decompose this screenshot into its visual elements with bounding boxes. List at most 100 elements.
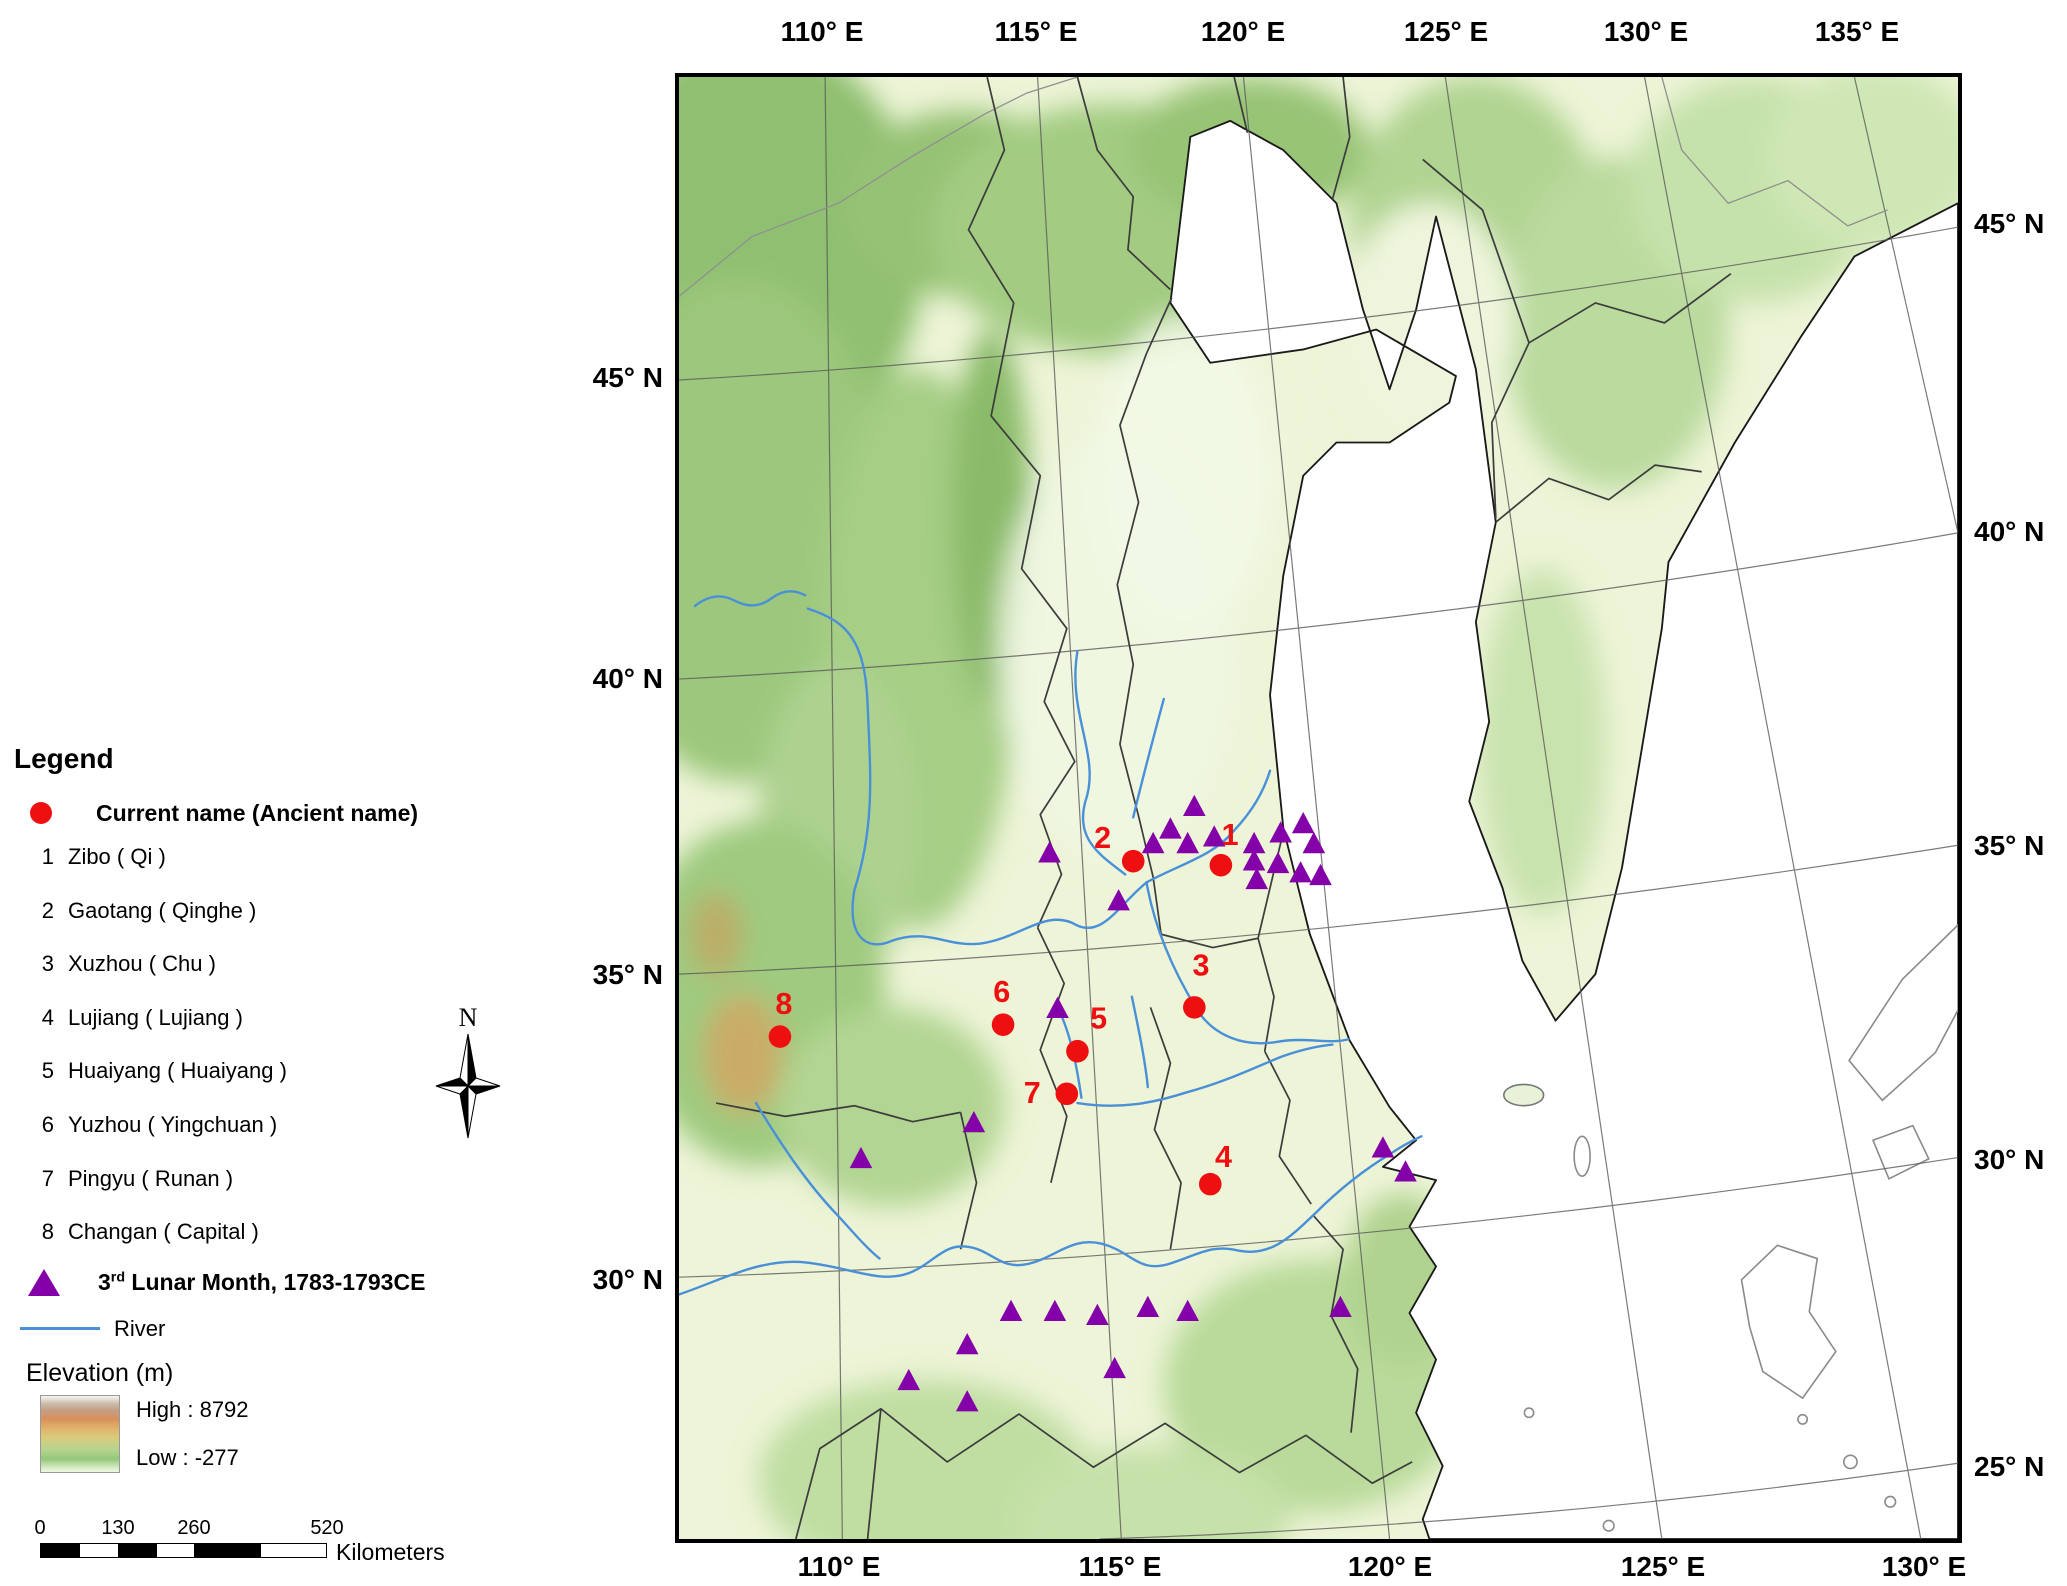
legend-city-number: 7 xyxy=(41,1165,54,1191)
scale-bar: Kilometers 0 130 260 520 xyxy=(34,1516,470,1565)
legend-river-label: River xyxy=(114,1315,166,1341)
legend-city-name: Zibo ( Qi ) xyxy=(68,844,166,869)
lat-label-right: 40° N xyxy=(1974,516,2045,547)
lon-label-bottom: 125° E xyxy=(1620,1551,1706,1582)
city-marker-icon xyxy=(30,802,52,824)
lon-label-bottom: 110° E xyxy=(797,1551,881,1582)
lunar-month-triangle xyxy=(849,1146,873,1169)
legend-city-name: Xuzhou ( Chu ) xyxy=(68,951,216,977)
lon-label-top: 130° E xyxy=(1603,16,1689,47)
city-marker-2 xyxy=(1121,849,1145,873)
legend-city-item: 5 Huaiyang ( Huaiyang ) xyxy=(14,1044,654,1098)
legend-city-item: 1 Zibo ( Qi ) xyxy=(14,830,654,884)
lat-label-left: 45° N xyxy=(592,362,663,393)
lunar-month-triangle xyxy=(999,1299,1023,1322)
lat-label-right: 25° N xyxy=(1974,1451,2045,1482)
lunar-month-triangle xyxy=(1242,849,1266,871)
city-marker-number: 8 xyxy=(775,987,792,1021)
lunar-month-triangle xyxy=(1176,831,1199,854)
lunar-month-triangle xyxy=(1329,1295,1352,1318)
lon-label-bottom: 130° E xyxy=(1881,1551,1967,1582)
lunar-month-triangle xyxy=(1309,863,1332,886)
lon-label-top: 115° E xyxy=(994,16,1078,47)
islands xyxy=(1502,923,1958,1532)
legend-city-item: 6 Yuzhou ( Yingchuan ) xyxy=(14,1098,654,1152)
scale-bar-tick: 130 xyxy=(101,1516,135,1539)
lon-label-bottom: 120° E xyxy=(1347,1551,1433,1582)
city-markers: 1 2 3 4 5 6 7 8 xyxy=(768,818,1239,1196)
lunar-month-triangle xyxy=(1141,831,1165,854)
elevation-labels: High : 8792 Low : -277 xyxy=(136,1395,249,1473)
legend-triangle-item: 3rd Lunar Month, 1783-1793CE xyxy=(14,1259,654,1307)
city-marker-number: 1 xyxy=(1222,818,1239,852)
lunar-month-triangle xyxy=(897,1368,921,1391)
lon-label-top: 120° E xyxy=(1200,16,1286,47)
lunar-month-triangle xyxy=(1176,1299,1199,1322)
lunar-month-triangle xyxy=(955,1390,979,1412)
lat-label-left: 40° N xyxy=(592,663,663,694)
scale-bar-segments xyxy=(40,1542,327,1558)
map-canvas: 1 2 3 4 5 6 7 8 xyxy=(679,77,1958,1539)
legend-city-name: Huaiyang ( Huaiyang ) xyxy=(68,1058,287,1084)
legend-point-item: Current name (Ancient name) xyxy=(14,796,654,830)
scale-bar-tick: 520 xyxy=(310,1516,344,1539)
legend-city-name: Pingyu ( Runan ) xyxy=(68,1165,234,1191)
city-marker-8 xyxy=(768,1025,792,1048)
lunar-month-triangle xyxy=(1046,996,1069,1018)
lunar-month-triangle xyxy=(1183,794,1206,816)
scale-bar-tick: 260 xyxy=(177,1516,211,1539)
lunar-month-triangle xyxy=(1269,821,1292,843)
legend-city-number: 3 xyxy=(41,951,54,977)
city-marker-5 xyxy=(1066,1039,1089,1063)
legend-city-number: 1 xyxy=(41,844,54,869)
city-marker-number: 5 xyxy=(1090,1002,1107,1036)
elevation-title: Elevation (m) xyxy=(26,1358,174,1387)
lunar-month-triangle xyxy=(1245,867,1269,890)
legend-city-name: Yuzhou ( Yingchuan ) xyxy=(68,1111,278,1137)
city-marker-number: 7 xyxy=(1024,1076,1041,1110)
lon-label-top: 125° E xyxy=(1403,16,1489,47)
lon-label-top: 110° E xyxy=(780,16,864,47)
elevation-low: Low : -277 xyxy=(136,1444,239,1470)
legend-city-name: Changan ( Capital ) xyxy=(68,1219,259,1245)
triangle-icon xyxy=(28,1269,60,1297)
scale-bar-tick: 0 xyxy=(34,1516,46,1539)
north-arrow-label: N xyxy=(459,1003,478,1032)
city-marker-number: 2 xyxy=(1094,821,1111,855)
lat-label-right: 45° N xyxy=(1974,208,2045,239)
legend-city-number: 6 xyxy=(41,1111,54,1137)
lat-label-right: 30° N xyxy=(1974,1144,2045,1175)
city-marker-number: 6 xyxy=(993,975,1010,1009)
lunar-month-triangle xyxy=(1103,1356,1126,1379)
elevation-ramp xyxy=(40,1394,120,1473)
legend-city-number: 5 xyxy=(41,1058,54,1084)
lon-label-top: 135° E xyxy=(1814,16,1900,47)
graticule xyxy=(679,77,1958,1539)
lunar-month-triangle xyxy=(1086,1303,1109,1326)
legend: Legend Current name (Ancient name) 1 Zibo… xyxy=(14,742,654,1565)
lunar-month-triangle xyxy=(1291,811,1315,834)
river-line-icon xyxy=(20,1327,100,1331)
lunar-month-triangle xyxy=(1302,831,1326,854)
lunar-month-triangle xyxy=(1242,831,1266,854)
lunar-month-triangle xyxy=(1043,1299,1067,1322)
legend-triangle-label: 3rd Lunar Month, 1783-1793CE xyxy=(98,1269,426,1296)
north-arrow: N xyxy=(435,1003,501,1139)
lunar-month-triangle xyxy=(962,1111,986,1133)
scale-bar-unit: Kilometers xyxy=(336,1538,445,1565)
lunar-month-triangle xyxy=(1394,1160,1417,1182)
legend-city-item: 4 Lujiang ( Lujiang ) xyxy=(14,991,654,1045)
legend-city-list: 1 Zibo ( Qi ) 2 Gaotang ( Qinghe ) 3 Xuzhou (… xyxy=(14,830,654,1259)
lunar-month-triangle xyxy=(955,1332,979,1355)
city-marker-6 xyxy=(991,1013,1015,1036)
elevation-legend: High : 8792 Low : -277 xyxy=(14,1394,654,1473)
lunar-month-triangle xyxy=(1107,889,1130,911)
legend-city-item: 2 Gaotang ( Qinghe ) xyxy=(14,884,654,938)
lon-label-bottom: 115° E xyxy=(1078,1551,1162,1582)
legend-city-name: Lujiang ( Lujiang ) xyxy=(68,1004,243,1030)
legend-point-label: Current name (Ancient name) xyxy=(96,799,419,826)
lunar-month-triangle xyxy=(1266,851,1290,874)
lunar-month-triangle xyxy=(1289,861,1312,883)
legend-city-item: 8 Changan ( Capital ) xyxy=(14,1205,654,1259)
legend-city-number: 4 xyxy=(41,1004,54,1030)
